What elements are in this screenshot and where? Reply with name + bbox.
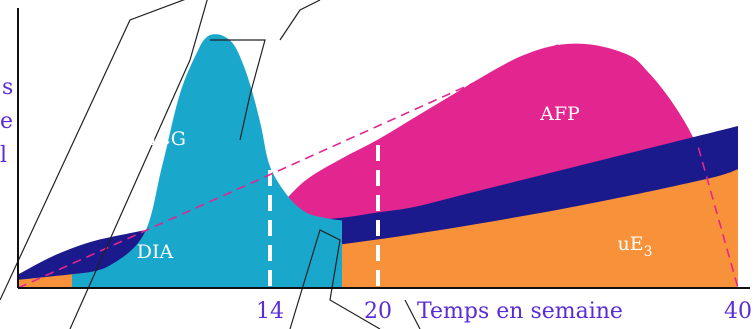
area-ue3 — [18, 169, 738, 288]
watermark-shape-4 — [289, 229, 381, 329]
y-axis-label-fragment: s — [2, 75, 13, 100]
series-label-dia: DIA — [137, 241, 174, 263]
axes-layer — [17, 8, 750, 289]
y-axis-label-fragment: l — [0, 143, 7, 168]
series-label-hcg: hCG — [144, 128, 186, 150]
area-hcg — [72, 34, 342, 289]
dashed-drop — [697, 147, 739, 289]
x-tick-label-20: 20 — [364, 299, 392, 324]
area-layers — [18, 34, 738, 289]
watermark-shape-1 — [0, 0, 208, 329]
watermark-shape-5 — [404, 299, 421, 329]
y-axis-label-fragment: e — [0, 109, 13, 134]
watermark-shape-2 — [210, 39, 266, 141]
x-tick-label-40: 40 — [724, 299, 752, 324]
series-label-afp: AFP — [539, 103, 580, 125]
dashed-diagonal — [17, 44, 559, 289]
x-axis-label: Temps en semaine — [417, 299, 623, 324]
watermark-shape-3 — [279, 0, 321, 41]
x-tick-label-14: 14 — [256, 299, 284, 324]
decor-layer — [0, 0, 739, 329]
